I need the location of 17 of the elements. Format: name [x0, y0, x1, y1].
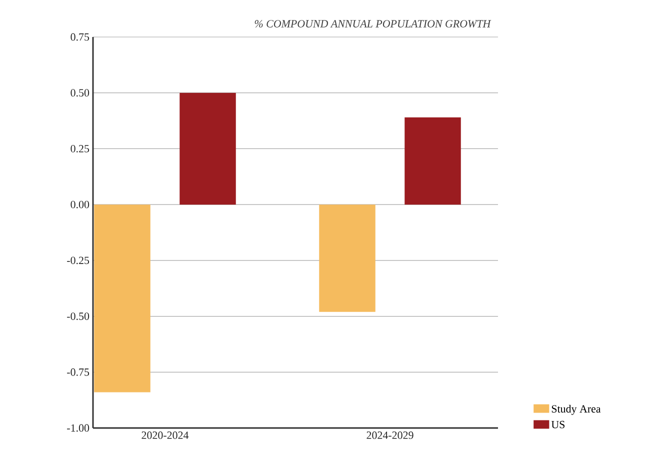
chart-title: % COMPOUND ANNUAL POPULATION GROWTH — [254, 20, 492, 28]
y-tick-label: 0.00 — [70, 200, 90, 208]
legend-label: US — [551, 420, 564, 428]
bar — [180, 92, 236, 205]
legend-label: Study Area — [552, 404, 601, 415]
y-tick-label: -0.50 — [67, 312, 90, 320]
x-tick-label: 2020-2024 — [142, 432, 189, 439]
bar — [319, 204, 376, 312]
y-tick-label: 0.50 — [70, 89, 90, 97]
bar — [94, 204, 150, 392]
y-tick-label: -0.75 — [67, 368, 90, 376]
y-tick-label: 0.25 — [70, 144, 90, 152]
y-tick-label: -0.25 — [67, 256, 90, 264]
y-tick-label: -1.00 — [67, 424, 90, 432]
y-tick-label: 0.75 — [70, 33, 90, 41]
x-tick-label: 2024-2029 — [366, 432, 414, 439]
bar — [404, 117, 461, 205]
